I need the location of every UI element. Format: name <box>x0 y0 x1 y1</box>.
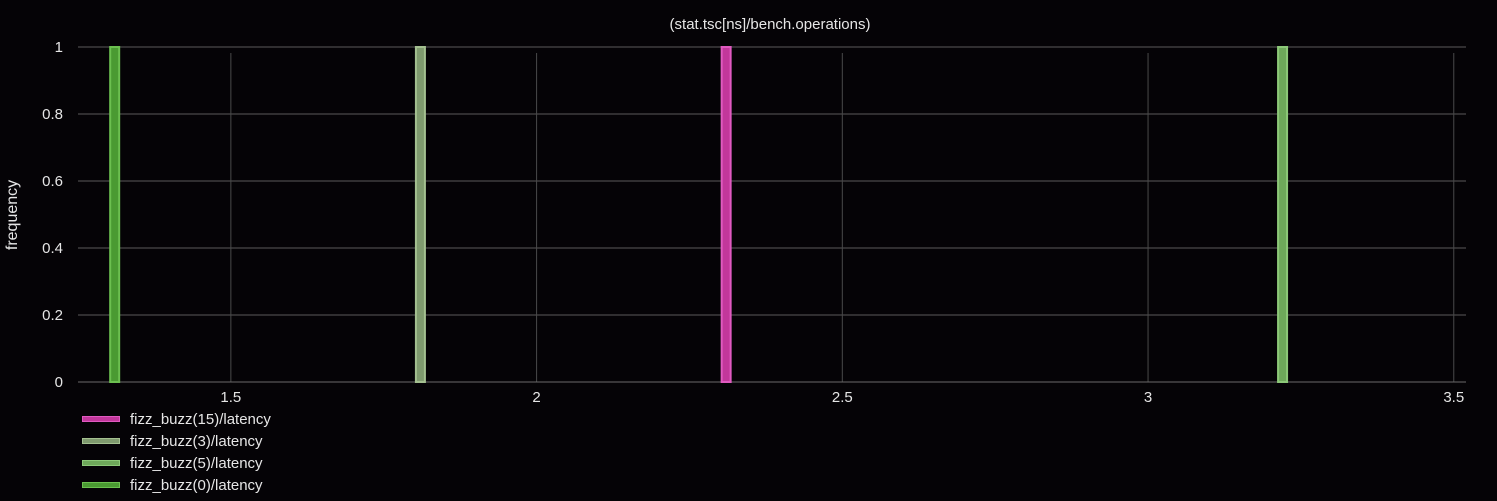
chart-title: (stat.tsc[ns]/bench.operations) <box>670 16 871 33</box>
grid <box>78 46 1466 383</box>
y-tick-label: 0.8 <box>42 106 63 123</box>
x-tick-label: 3 <box>1144 389 1152 406</box>
y-ticks: 0 0.2 0.4 0.6 0.8 1 <box>42 39 63 391</box>
legend-label: fizz_buzz(3)/latency <box>130 432 263 450</box>
bar-fizz-buzz-3-latency <box>414 46 426 383</box>
legend: fizz_buzz(15)/latency fizz_buzz(3)/latenc… <box>82 408 271 496</box>
legend-item: fizz_buzz(0)/latency <box>82 474 271 496</box>
legend-swatch <box>82 416 120 422</box>
legend-label: fizz_buzz(15)/latency <box>130 410 271 428</box>
bar-fizz-buzz-0-latency <box>109 46 121 383</box>
y-tick-label: 0.4 <box>42 240 63 257</box>
x-ticks: 1.5 2 2.5 3 3.5 <box>220 389 1464 406</box>
legend-swatch <box>82 482 120 488</box>
legend-swatch <box>82 460 120 466</box>
y-tick-label: 0 <box>55 374 63 391</box>
legend-item: fizz_buzz(3)/latency <box>82 430 271 452</box>
legend-label: fizz_buzz(5)/latency <box>130 454 263 472</box>
y-tick-label: 0.2 <box>42 307 63 324</box>
y-axis-label: frequency <box>4 180 21 250</box>
x-tick-label: 2.5 <box>832 389 853 406</box>
legend-swatch <box>82 438 120 444</box>
x-tick-label: 3.5 <box>1443 389 1464 406</box>
bar-fizz-buzz-15-latency <box>720 46 732 383</box>
legend-label: fizz_buzz(0)/latency <box>130 476 263 494</box>
legend-item: fizz_buzz(5)/latency <box>82 452 271 474</box>
x-tick-label: 1.5 <box>220 389 241 406</box>
bar-fizz-buzz-5-latency <box>1277 46 1289 383</box>
y-tick-label: 0.6 <box>42 173 63 190</box>
legend-item: fizz_buzz(15)/latency <box>82 408 271 430</box>
y-tick-label: 1 <box>55 39 63 56</box>
bars <box>109 46 1289 383</box>
x-tick-label: 2 <box>532 389 540 406</box>
